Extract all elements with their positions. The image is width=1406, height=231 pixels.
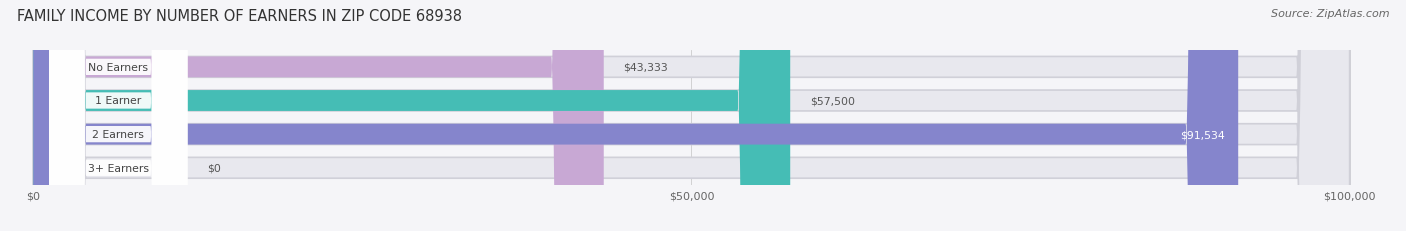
Text: $57,500: $57,500 — [810, 96, 855, 106]
Text: $0: $0 — [207, 163, 221, 173]
FancyBboxPatch shape — [34, 0, 1350, 231]
Text: $91,534: $91,534 — [1180, 130, 1225, 140]
Text: $43,333: $43,333 — [623, 63, 668, 73]
Text: Source: ZipAtlas.com: Source: ZipAtlas.com — [1271, 9, 1389, 19]
FancyBboxPatch shape — [49, 0, 187, 231]
FancyBboxPatch shape — [34, 0, 790, 231]
FancyBboxPatch shape — [49, 0, 187, 231]
FancyBboxPatch shape — [34, 0, 1350, 231]
Text: 2 Earners: 2 Earners — [93, 130, 145, 140]
Text: 3+ Earners: 3+ Earners — [87, 163, 149, 173]
FancyBboxPatch shape — [34, 0, 1239, 231]
FancyBboxPatch shape — [49, 0, 187, 231]
Text: No Earners: No Earners — [89, 63, 148, 73]
Text: FAMILY INCOME BY NUMBER OF EARNERS IN ZIP CODE 68938: FAMILY INCOME BY NUMBER OF EARNERS IN ZI… — [17, 9, 463, 24]
FancyBboxPatch shape — [34, 0, 1350, 231]
FancyBboxPatch shape — [34, 0, 603, 231]
FancyBboxPatch shape — [34, 0, 1350, 231]
Text: 1 Earner: 1 Earner — [96, 96, 142, 106]
FancyBboxPatch shape — [49, 0, 187, 231]
